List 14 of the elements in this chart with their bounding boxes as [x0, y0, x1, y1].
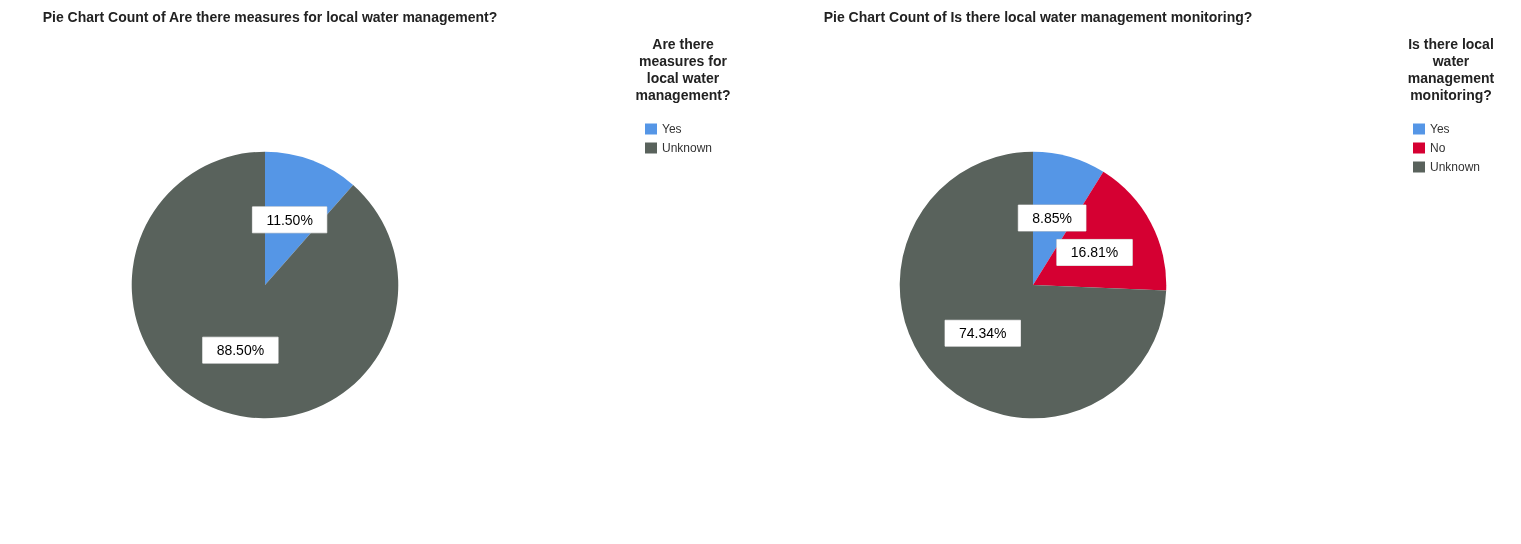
- legend-label: Unknown: [662, 141, 713, 155]
- data-label: 16.81%: [1070, 244, 1119, 261]
- legend-label: Unknown: [1430, 160, 1481, 174]
- legend-title: Is there local water management monitoring?: [1407, 35, 1495, 103]
- legend-label: No: [1430, 141, 1446, 155]
- data-label: 74.34%: [959, 325, 1007, 342]
- data-label: 11.50%: [266, 211, 313, 228]
- chart-title: Pie Chart Count of Are there measures for local water management?: [42, 9, 498, 25]
- chart-title: Pie Chart Count of Is there local water management monitoring?: [823, 9, 1253, 25]
- legend-label: Yes: [662, 122, 682, 136]
- legend-label: Yes: [1430, 122, 1450, 136]
- legend-title: Are there measures for local water management?: [635, 35, 731, 103]
- data-label: 8.85%: [1032, 210, 1072, 227]
- data-label: 88.50%: [216, 342, 265, 359]
